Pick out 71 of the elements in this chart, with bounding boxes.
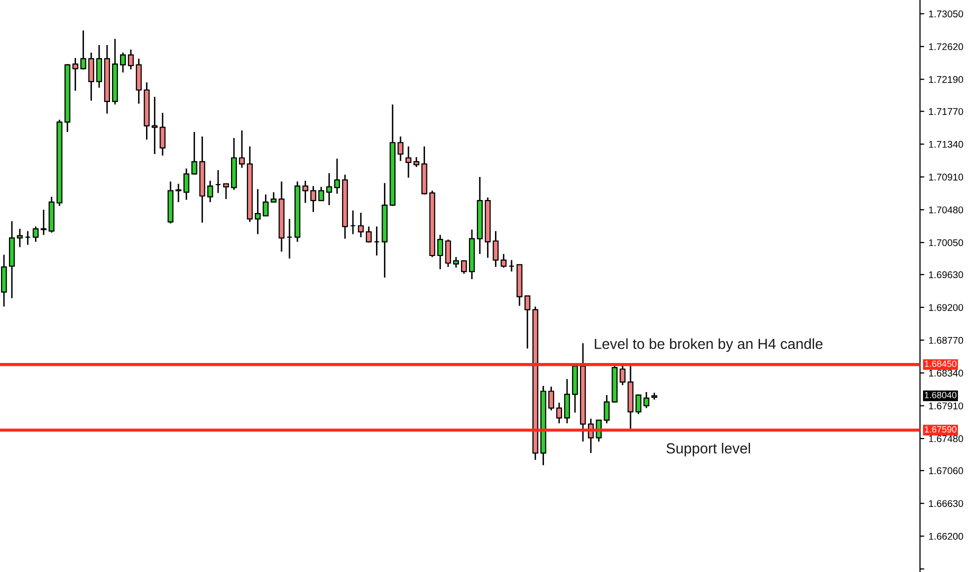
candlestick xyxy=(183,168,190,201)
candlestick xyxy=(413,156,420,168)
candlestick xyxy=(643,391,650,409)
candlestick xyxy=(406,146,412,178)
y-tick-label: 1.68770 xyxy=(929,336,964,344)
y-tick-label: 1.67910 xyxy=(929,402,964,410)
ref-line-label: 1.68450 xyxy=(924,360,956,367)
annotation: Support level xyxy=(666,442,750,456)
y-tick-label: 1.69200 xyxy=(929,304,964,311)
candlestick xyxy=(492,230,499,268)
candlestick xyxy=(176,183,182,203)
candlestick xyxy=(32,226,39,242)
candlestick xyxy=(374,226,380,256)
y-tick-label: 1.67480 xyxy=(929,435,964,442)
candlestick xyxy=(548,386,554,412)
candlestick xyxy=(334,158,340,194)
candlestick xyxy=(191,131,198,176)
candlestick xyxy=(326,172,332,206)
candlestick xyxy=(453,256,459,268)
y-tick-label: 1.71340 xyxy=(929,140,964,148)
candlestick xyxy=(524,295,530,350)
candlestick xyxy=(254,188,261,235)
candlestick xyxy=(128,48,134,70)
candlestick xyxy=(223,183,229,200)
y-tick-label: 1.67060 xyxy=(929,467,964,474)
text: 1.68040 xyxy=(924,392,956,398)
y-tick-label: 1.71770 xyxy=(929,108,964,115)
candlestick xyxy=(120,52,126,74)
ref-line-label: 1.67590 xyxy=(924,426,956,433)
y-tick-label: 1.70480 xyxy=(929,206,964,214)
candlestick xyxy=(366,226,372,244)
candlestick xyxy=(318,186,324,202)
candlestick xyxy=(508,259,514,272)
candlestick xyxy=(310,185,316,213)
candlestick xyxy=(302,180,308,204)
y-tick-label: 1.68340 xyxy=(929,370,964,377)
candlestick xyxy=(286,218,292,260)
candlestick xyxy=(24,230,31,246)
candlestick xyxy=(445,238,452,268)
y-tick-label: 1.69630 xyxy=(929,271,964,278)
y-tick-label: 1.73050 xyxy=(929,10,964,18)
candlestick xyxy=(88,52,94,102)
y-tick-label: 1.66630 xyxy=(929,500,964,507)
candlestick xyxy=(556,402,562,424)
y-tick-label: 1.70910 xyxy=(929,174,964,181)
annotation: Level to be broken by an H4 candle xyxy=(594,338,822,352)
candlestick xyxy=(636,394,642,415)
candlestick xyxy=(72,57,78,92)
candlestick xyxy=(564,378,570,424)
y-tick-label: 1.72190 xyxy=(929,76,964,83)
candlestick xyxy=(160,112,166,156)
candlestick xyxy=(96,44,102,88)
candlestick xyxy=(262,194,269,217)
candlestick xyxy=(238,130,245,168)
candlestick xyxy=(40,209,47,236)
candlestick xyxy=(461,260,467,274)
candlestick xyxy=(270,191,277,203)
candlestick xyxy=(207,180,214,203)
candlestick xyxy=(80,30,86,70)
candlestick xyxy=(215,169,222,194)
candlestick xyxy=(604,394,610,424)
y-tick-label: 1.72620 xyxy=(929,43,964,50)
y-tick-label: 1.66200 xyxy=(929,532,964,540)
candlestick xyxy=(16,228,23,248)
candlestick xyxy=(500,253,507,268)
candlestick xyxy=(152,96,158,155)
candlestick xyxy=(350,210,356,235)
y-tick-label: 1.70050 xyxy=(929,239,964,246)
candlestick xyxy=(398,136,404,162)
candlestick xyxy=(437,234,444,270)
candlestick xyxy=(358,212,364,238)
